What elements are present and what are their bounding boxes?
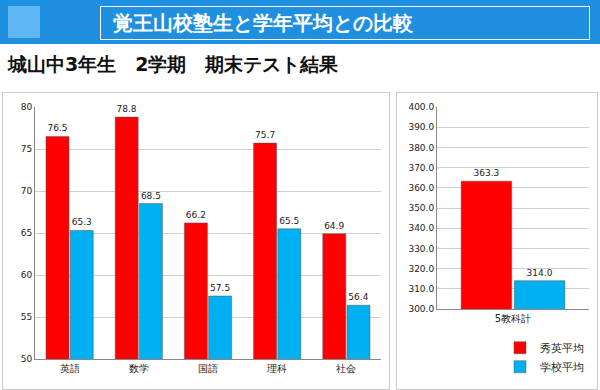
svg-text:310.0: 310.0 [408,284,434,294]
svg-text:320.0: 320.0 [408,264,434,274]
svg-text:380.0: 380.0 [408,143,434,153]
svg-text:300.0: 300.0 [408,304,434,314]
svg-text:65: 65 [21,228,32,238]
html-text:覚王山校塾生と学年平均との比較: 覚王山校塾生と学年平均との比較 [113,11,413,35]
svg-text:68.5: 68.5 [141,191,161,201]
svg-text:65.5: 65.5 [279,216,299,226]
svg-text:社会: 社会 [336,363,356,374]
svg-text:56.4: 56.4 [348,292,368,302]
svg-text:78.8: 78.8 [117,104,137,114]
svg-text:50: 50 [21,354,33,364]
svg-text:80: 80 [21,102,33,112]
svg-text:390.0: 390.0 [408,122,434,132]
svg-text:64.9: 64.9 [324,221,344,231]
svg-text:75.7: 75.7 [255,130,275,140]
svg-text:理科: 理科 [267,363,287,374]
svg-text:55: 55 [21,312,32,322]
svg-text:5教科計: 5教科計 [495,313,531,324]
svg-text:363.3: 363.3 [474,168,500,178]
svg-text:国語: 国語 [198,363,218,374]
svg-text:360.0: 360.0 [408,183,434,193]
svg-text:76.5: 76.5 [47,123,67,133]
svg-text:75: 75 [21,144,32,154]
svg-text:数学: 数学 [129,363,149,374]
svg-text:57.5: 57.5 [210,283,230,293]
html-text:城山中3年生 2学期 期末テスト結果: 城山中3年生 2学期 期末テスト結果 [8,53,339,75]
svg-text:英語: 英語 [60,363,80,374]
svg-text:370.0: 370.0 [408,163,434,173]
svg-text:秀英平均: 秀英平均 [540,342,584,355]
svg-text:学校平均: 学校平均 [540,361,584,374]
svg-text:350.0: 350.0 [408,203,434,213]
svg-text:60: 60 [21,270,33,280]
svg-text:340.0: 340.0 [408,223,434,233]
svg-text:70: 70 [21,186,33,196]
svg-text:400.0: 400.0 [408,102,434,112]
svg-text:66.2: 66.2 [186,210,206,220]
svg-text:314.0: 314.0 [527,268,553,278]
svg-text:65.3: 65.3 [72,217,92,227]
svg-text:330.0: 330.0 [408,244,434,254]
